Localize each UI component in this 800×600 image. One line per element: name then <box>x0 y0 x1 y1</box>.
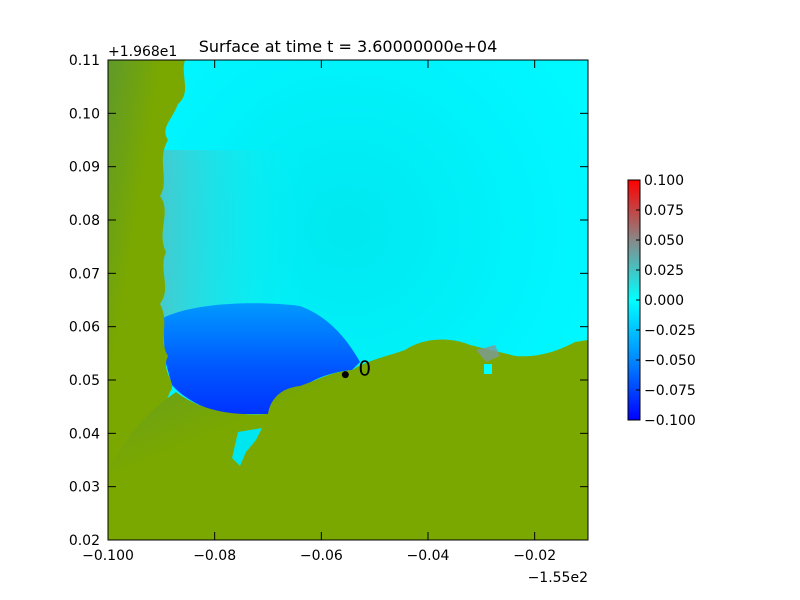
plot-frame <box>107 59 589 541</box>
colorbar-tick-label: −0.075 <box>644 383 696 399</box>
y-tick-label: 0.08 <box>69 213 100 229</box>
gauge-markers: 0 <box>341 357 371 381</box>
colorbar-tick-label: 0.050 <box>644 233 684 249</box>
gauge-label: 0 <box>358 357 371 381</box>
colorbar-tick-label: 0.025 <box>644 263 684 279</box>
y-offset-label: +1.968e1 <box>108 44 177 60</box>
y-tick-label: 0.07 <box>69 266 100 282</box>
west-land <box>108 60 186 540</box>
y-tick-label: 0.10 <box>69 106 100 122</box>
x-offset-label: −1.55e2 <box>528 570 588 586</box>
small-water-spot <box>484 364 492 374</box>
y-tick-label: 0.03 <box>69 480 100 496</box>
colorbar-tick-label: −0.100 <box>644 413 696 429</box>
y-tick-label: 0.05 <box>69 373 100 389</box>
gauge-point <box>341 371 349 379</box>
y-axis: 0.02 0.03 0.04 0.05 0.06 0.07 0.08 0.09 0.10 0.11 <box>69 53 588 549</box>
south-land <box>108 339 588 540</box>
gray-patch <box>476 345 500 362</box>
negative-surface-bay <box>163 303 360 414</box>
colorbar-ticks: 0.100 0.075 0.050 0.025 0.000 −0.025 −0.050 −0.… <box>636 173 696 429</box>
x-tick-label: −0.06 <box>300 548 343 564</box>
chart-title: Surface at time t = 3.60000000e+04 <box>199 37 498 56</box>
heatmap-image <box>108 60 588 540</box>
y-tick-label: 0.04 <box>69 426 100 442</box>
inlet-water <box>232 428 262 466</box>
x-axis: −0.100 −0.08 −0.06 −0.04 −0.02 <box>82 60 556 564</box>
colorbar-tick-label: 0.100 <box>644 173 684 189</box>
x-tick-label: −0.08 <box>193 548 236 564</box>
y-tick-label: 0.02 <box>69 533 100 549</box>
x-tick-label: −0.02 <box>513 548 556 564</box>
y-tick-label: 0.09 <box>69 160 100 176</box>
x-tick-label: −0.04 <box>407 548 450 564</box>
colorbar-tick-label: 0.075 <box>644 203 684 219</box>
y-tick-label: 0.11 <box>69 53 100 69</box>
colorbar-tick-label: −0.025 <box>644 323 696 339</box>
y-tick-label: 0.06 <box>69 320 100 336</box>
x-tick-label: −0.100 <box>82 548 134 564</box>
colorbar-tick-label: 0.000 <box>644 293 684 309</box>
colorbar-tick-label: −0.050 <box>644 353 696 369</box>
